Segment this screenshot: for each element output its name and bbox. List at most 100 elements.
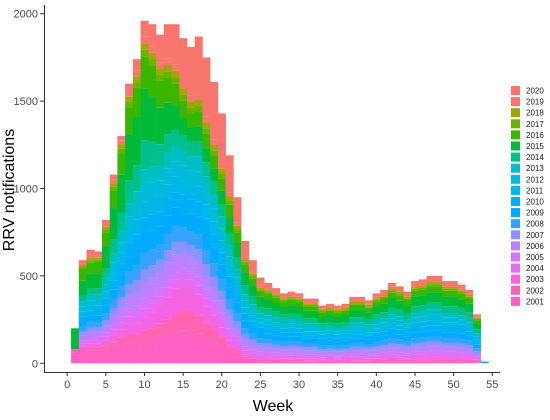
bar-segment-week16-2013 bbox=[186, 156, 196, 171]
bar-segment-week33-2016 bbox=[318, 312, 327, 317]
y-tick-label-2000: 2000 bbox=[14, 9, 38, 21]
bar-segment-week5-2018 bbox=[101, 226, 110, 230]
bar-segment-week15-2014 bbox=[179, 135, 188, 151]
bar-segment-week10-2005 bbox=[140, 298, 149, 309]
bar-segment-week14-2013 bbox=[171, 145, 180, 162]
bar-segment-week15-2001 bbox=[179, 330, 188, 364]
bar-segment-week45-2005 bbox=[411, 351, 420, 355]
bar-segment-week15-2008 bbox=[179, 227, 188, 243]
bar-segment-week52-2014 bbox=[465, 312, 474, 319]
bar-segment-week53-2005 bbox=[472, 356, 481, 359]
bar-segment-week12-2013 bbox=[156, 165, 165, 181]
bar-segment-week31-2015 bbox=[302, 310, 311, 319]
bar-segment-week8-2012 bbox=[125, 216, 134, 230]
bar-segment-week9-2013 bbox=[132, 191, 141, 206]
bar-segment-week31-2001 bbox=[302, 361, 311, 364]
bar-segment-week37-2015 bbox=[349, 309, 358, 318]
bar-segment-week11-2005 bbox=[148, 293, 157, 304]
bar-segment-week52-2020 bbox=[465, 289, 474, 294]
bar-segment-week52-2010 bbox=[465, 331, 474, 336]
bar-segment-week50-2012 bbox=[449, 317, 458, 323]
bar-segment-week37-2005 bbox=[349, 353, 358, 357]
bar-segment-week45-2018 bbox=[411, 286, 420, 289]
legend-label-2015: 2015 bbox=[526, 142, 544, 151]
bar-segment-week25-2003 bbox=[256, 357, 265, 360]
bar-segment-week6-2001 bbox=[109, 347, 118, 364]
bar-segment-week31-2012 bbox=[302, 327, 311, 332]
bar-segment-week19-2016 bbox=[210, 155, 219, 169]
bar-segment-week52-2007 bbox=[465, 345, 474, 349]
legend-key-2008 bbox=[511, 219, 520, 229]
bar-segment-week49-2010 bbox=[442, 327, 451, 333]
bar-segment-week21-2017 bbox=[225, 200, 234, 205]
bar-segment-week51-2009 bbox=[457, 333, 466, 340]
bar-segment-week13-2016 bbox=[163, 77, 172, 103]
bar-segment-week36-2020 bbox=[341, 303, 350, 307]
legend-key-2017 bbox=[511, 119, 520, 129]
bar-segment-week23-2004 bbox=[241, 350, 250, 355]
bar-segment-week26-2005 bbox=[264, 352, 273, 355]
bar-segment-week36-2003 bbox=[341, 359, 350, 361]
bar-segment-week22-2009 bbox=[233, 302, 242, 313]
bar-segment-week7-2001 bbox=[117, 344, 126, 364]
bar-segment-week25-2007 bbox=[256, 343, 265, 347]
y-axis-title: RRV notifications bbox=[1, 129, 18, 251]
bar-segment-week40-2002 bbox=[372, 359, 381, 362]
bar-segment-week5-2016 bbox=[101, 232, 110, 247]
bar-segment-week34-2012 bbox=[326, 330, 335, 334]
bar-segment-week6-2011 bbox=[109, 271, 118, 281]
bar-segment-week44-2018 bbox=[403, 296, 412, 299]
bar-segment-week10-2017 bbox=[140, 49, 149, 57]
legend-key-2006 bbox=[511, 241, 520, 251]
bar-segment-week30-2005 bbox=[295, 353, 304, 356]
bar-segment-week38-2009 bbox=[357, 338, 366, 343]
bars-layer bbox=[71, 20, 489, 364]
bar-segment-week9-2016 bbox=[132, 87, 141, 117]
bar-segment-week4-2003 bbox=[94, 343, 103, 348]
bar-segment-week9-2002 bbox=[132, 334, 141, 344]
bar-segment-week32-2006 bbox=[310, 350, 319, 355]
bar-segment-week43-2020 bbox=[395, 286, 404, 290]
bar-segment-week51-2014 bbox=[457, 308, 466, 316]
bar-segment-week18-2006 bbox=[202, 275, 211, 290]
bar-segment-week4-2002 bbox=[94, 347, 103, 351]
bar-segment-week25-2008 bbox=[256, 338, 265, 344]
bar-segment-week48-2017 bbox=[434, 284, 443, 287]
legend-key-2001 bbox=[511, 296, 520, 306]
bar-segment-week7-2019 bbox=[117, 140, 126, 145]
bar-segment-week36-2014 bbox=[341, 322, 350, 327]
bar-segment-week47-2012 bbox=[426, 314, 435, 321]
bar-segment-week50-2010 bbox=[449, 327, 458, 333]
bar-segment-week50-2006 bbox=[449, 346, 458, 352]
bar-segment-week23-2016 bbox=[241, 264, 250, 273]
bar-segment-week6-2007 bbox=[109, 308, 118, 316]
bar-segment-week19-2013 bbox=[210, 194, 219, 209]
bar-segment-week44-2003 bbox=[403, 358, 412, 360]
bar-segment-week51-2015 bbox=[457, 299, 466, 309]
legend-key-2019 bbox=[511, 97, 520, 107]
bar-segment-week40-2010 bbox=[372, 332, 381, 337]
bar-segment-week32-2005 bbox=[310, 354, 319, 357]
bar-segment-week29-2018 bbox=[287, 296, 296, 299]
bar-segment-week18-2019 bbox=[202, 116, 211, 123]
bar-segment-week13-2018 bbox=[163, 65, 172, 72]
bar-segment-week41-2006 bbox=[380, 348, 389, 353]
bar-segment-week23-2003 bbox=[241, 354, 250, 357]
bar-segment-week28-2011 bbox=[279, 328, 288, 333]
bar-segment-week33-2012 bbox=[318, 331, 327, 335]
legend-key-2005 bbox=[511, 252, 520, 262]
bar-segment-week24-2011 bbox=[248, 315, 257, 322]
bar-segment-week46-2009 bbox=[418, 331, 427, 338]
bar-segment-week20-2001 bbox=[217, 346, 226, 364]
bar-segment-week51-2004 bbox=[457, 354, 466, 358]
bar-segment-week49-2002 bbox=[442, 359, 451, 362]
bar-segment-week5-2007 bbox=[101, 320, 110, 326]
bar-segment-week23-2009 bbox=[241, 320, 250, 329]
bar-segment-week23-2002 bbox=[241, 356, 250, 360]
bar-segment-week10-2020 bbox=[140, 20, 149, 37]
bar-segment-week36-2001 bbox=[341, 361, 350, 364]
bar-segment-week25-2011 bbox=[256, 322, 265, 328]
bar-segment-week29-2012 bbox=[287, 323, 296, 328]
bar-segment-week6-2020 bbox=[109, 174, 118, 180]
bar-segment-week34-2005 bbox=[326, 354, 335, 357]
